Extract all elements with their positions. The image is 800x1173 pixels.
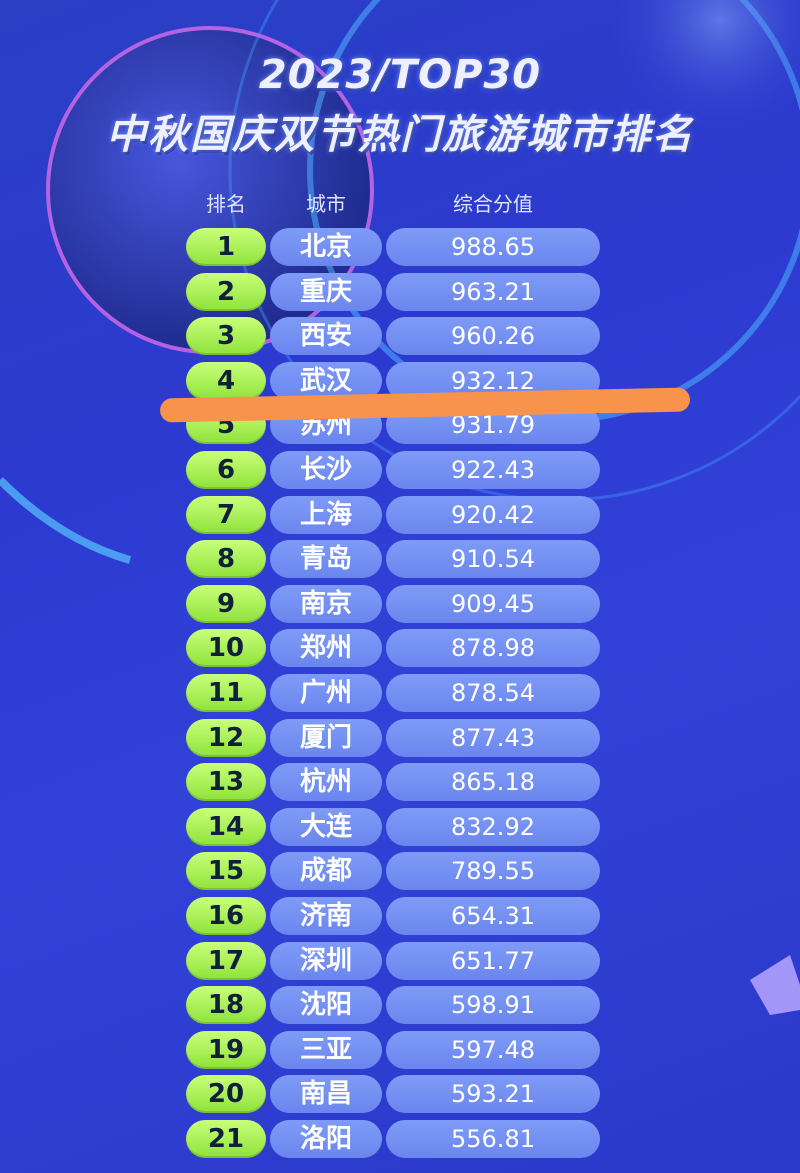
score-cell: 910.54 (386, 540, 600, 579)
city-cell: 大连 (270, 807, 382, 846)
city-cell: 成都 (270, 852, 382, 891)
rank-cell: 13 (186, 763, 266, 802)
city-cell: 深圳 (270, 941, 382, 980)
rank-cell: 19 (186, 1030, 266, 1069)
rank-cell: 9 (186, 584, 266, 623)
table-row: 1 北京 988.65 (0, 228, 800, 266)
city-cell: 西安 (270, 317, 382, 356)
score-cell: 988.65 (386, 228, 600, 266)
table-header: 排名 城市 综合分值 (0, 188, 800, 218)
city-cell: 上海 (270, 495, 382, 534)
table-row: 16 济南 654.31 (0, 897, 800, 935)
score-cell: 960.26 (386, 317, 600, 356)
score-cell: 909.45 (386, 584, 600, 623)
table-row: 8 青岛 910.54 (0, 540, 800, 579)
city-cell: 郑州 (270, 629, 382, 668)
rank-cell: 4 (186, 361, 266, 400)
rank-cell: 12 (186, 718, 266, 757)
rank-cell: 18 (186, 986, 266, 1025)
city-cell: 厦门 (270, 718, 382, 757)
rank-cell: 8 (186, 540, 266, 579)
city-cell: 南昌 (270, 1075, 382, 1114)
rank-cell: 14 (186, 807, 266, 846)
table-row: 17 深圳 651.77 (0, 941, 800, 980)
score-cell: 922.43 (386, 451, 600, 489)
table-row: 15 成都 789.55 (0, 852, 800, 891)
city-cell: 济南 (270, 897, 382, 935)
rank-cell: 6 (186, 451, 266, 489)
rank-cell: 16 (186, 897, 266, 935)
score-cell: 597.48 (386, 1030, 600, 1069)
score-cell: 598.91 (386, 986, 600, 1025)
city-cell: 长沙 (270, 451, 382, 489)
city-cell: 北京 (270, 228, 382, 266)
table-row: 13 杭州 865.18 (0, 763, 800, 802)
rank-cell: 7 (186, 495, 266, 534)
table-row: 2 重庆 963.21 (0, 272, 800, 311)
table-row: 9 南京 909.45 (0, 584, 800, 623)
city-cell: 南京 (270, 584, 382, 623)
table-row: 20 南昌 593.21 (0, 1075, 800, 1114)
table-row: 6 长沙 922.43 (0, 451, 800, 489)
header-city: 城市 (306, 192, 346, 216)
rank-cell: 3 (186, 317, 266, 356)
score-cell: 556.81 (386, 1120, 600, 1158)
city-cell: 沈阳 (270, 986, 382, 1025)
score-cell: 877.43 (386, 718, 600, 757)
table-row: 4 武汉 932.12 (0, 361, 800, 400)
title-year: 2023/TOP30 (258, 52, 542, 98)
rank-cell: 17 (186, 941, 266, 980)
header-rank: 排名 (206, 192, 246, 216)
city-cell: 杭州 (270, 763, 382, 802)
city-cell: 洛阳 (270, 1120, 382, 1158)
city-cell: 武汉 (270, 361, 382, 400)
score-cell: 878.98 (386, 629, 600, 668)
score-cell: 920.42 (386, 495, 600, 534)
table-row: 7 上海 920.42 (0, 495, 800, 534)
rank-cell: 11 (186, 674, 266, 712)
score-cell: 651.77 (386, 941, 600, 980)
score-cell: 963.21 (386, 272, 600, 311)
table-row: 18 沈阳 598.91 (0, 986, 800, 1025)
score-cell: 865.18 (386, 763, 600, 802)
score-cell: 789.55 (386, 852, 600, 891)
table-row: 12 厦门 877.43 (0, 718, 800, 757)
header-score: 综合分值 (453, 192, 533, 216)
rank-cell: 10 (186, 629, 266, 668)
score-cell: 593.21 (386, 1075, 600, 1114)
table-row: 11 广州 878.54 (0, 674, 800, 712)
score-cell: 654.31 (386, 897, 600, 935)
score-cell: 878.54 (386, 674, 600, 712)
rank-cell: 21 (186, 1120, 266, 1158)
table-row: 3 西安 960.26 (0, 317, 800, 356)
score-cell: 832.92 (386, 807, 600, 846)
rank-cell: 15 (186, 852, 266, 891)
table-row: 19 三亚 597.48 (0, 1030, 800, 1069)
city-cell: 青岛 (270, 540, 382, 579)
title-main: 中秋国庆双节热门旅游城市排名 (106, 112, 694, 158)
table-row: 14 大连 832.92 (0, 807, 800, 846)
city-cell: 三亚 (270, 1030, 382, 1069)
city-cell: 重庆 (270, 272, 382, 311)
table-row: 21 洛阳 556.81 (0, 1120, 800, 1158)
table-row: 10 郑州 878.98 (0, 629, 800, 668)
rank-cell: 1 (186, 228, 266, 266)
city-cell: 广州 (270, 674, 382, 712)
rank-cell: 20 (186, 1075, 266, 1114)
rank-cell: 2 (186, 272, 266, 311)
